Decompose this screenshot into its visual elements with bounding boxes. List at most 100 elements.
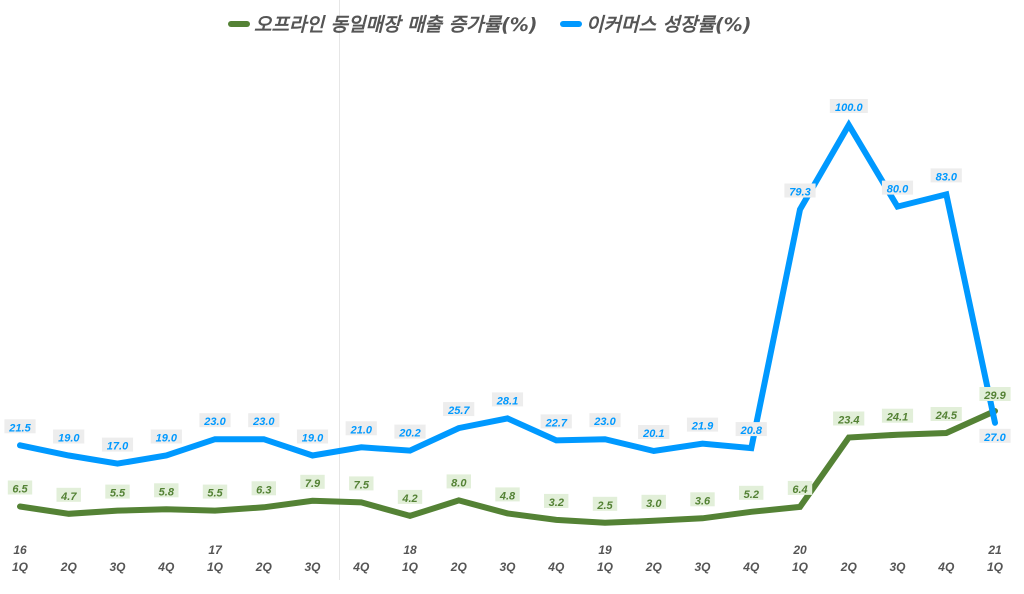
svg-text:5.5: 5.5 — [207, 488, 223, 500]
svg-text:23.0: 23.0 — [203, 416, 226, 428]
x-year-label: 20 — [792, 543, 807, 557]
series-line-offline — [17, 408, 998, 526]
svg-text:7.9: 7.9 — [305, 478, 321, 490]
svg-text:83.0: 83.0 — [936, 171, 958, 183]
data-label-ecommerce: 28.1 — [491, 392, 524, 407]
data-label-ecommerce: 79.3 — [784, 183, 816, 199]
x-tick-label: 2Q — [840, 560, 858, 574]
x-tick-label: 3Q — [889, 560, 906, 574]
svg-text:20.1: 20.1 — [642, 428, 664, 440]
svg-text:28.1: 28.1 — [496, 395, 518, 407]
x-tick-label: 3Q — [304, 560, 321, 574]
data-label-offline: 3.2 — [544, 493, 569, 509]
svg-text:8.0: 8.0 — [451, 477, 467, 489]
svg-text:25.7: 25.7 — [447, 405, 470, 417]
data-label-offline: 4.2 — [397, 489, 423, 505]
data-label-offline: 3.0 — [641, 494, 666, 510]
data-label-ecommerce: 20.2 — [394, 424, 426, 440]
vertical-separator-line — [339, 0, 340, 580]
chart-legend: 오프라인 동일매장 매출 증가률(%) 이커머스 성장률(%) — [0, 10, 1024, 40]
svg-text:29.9: 29.9 — [983, 390, 1006, 402]
svg-text:19.0: 19.0 — [156, 433, 178, 445]
data-label-ecommerce: 21.0 — [345, 421, 377, 436]
x-axis: 1Q 16 2Q 3Q 4Q 1Q 17 2Q 3Q 4Q 1Q 18 2Q 3Q 4Q 1Q 19 2Q 3Q 4Q… — [12, 543, 1004, 574]
svg-text:23.0: 23.0 — [252, 416, 275, 428]
data-label-offline: 3.6 — [690, 492, 715, 507]
data-label-offline: 8.0 — [446, 474, 471, 489]
x-year-label: 17 — [208, 543, 223, 557]
x-year-label: 21 — [987, 543, 1002, 557]
svg-text:20.8: 20.8 — [740, 425, 763, 437]
svg-text:4.2: 4.2 — [401, 493, 417, 505]
x-year-label: 16 — [13, 543, 27, 557]
svg-text:5.5: 5.5 — [110, 488, 126, 500]
legend-swatch-offline-icon — [228, 20, 250, 27]
data-label-ecommerce: 80.0 — [881, 180, 914, 196]
x-tick-label: 2Q — [450, 560, 468, 574]
svg-text:4.8: 4.8 — [499, 490, 516, 502]
series-line-ecommerce — [17, 119, 998, 467]
data-label-ecommerce: 20.1 — [638, 425, 670, 440]
svg-text:20.2: 20.2 — [398, 428, 420, 440]
svg-text:3.6: 3.6 — [695, 495, 711, 507]
data-label-offline: 5.5 — [105, 484, 130, 500]
data-label-ecommerce: 23.0 — [589, 413, 621, 428]
x-tick-label: 1Q — [207, 560, 224, 574]
svg-text:100.0: 100.0 — [835, 102, 863, 114]
data-label-offline: 29.9 — [979, 387, 1011, 402]
x-tick-label: 2Q — [645, 560, 663, 574]
data-label-offline: 7.9 — [300, 474, 325, 490]
data-label-ecommerce: 19.0 — [53, 429, 85, 445]
data-label-offline: 23.4 — [833, 411, 865, 427]
data-label-offline: 6.4 — [787, 480, 813, 496]
data-label-offline: 5.2 — [739, 485, 764, 501]
x-tick-label: 3Q — [499, 560, 516, 574]
series-lines — [17, 119, 998, 526]
data-label-ecommerce: 27.0 — [979, 428, 1011, 444]
x-tick-label: 1Q — [792, 560, 809, 574]
data-label-ecommerce: 25.7 — [443, 402, 475, 417]
x-tick-label: 1Q — [987, 560, 1004, 574]
legend-item-offline: 오프라인 동일매장 매출 증가률(%) — [228, 10, 538, 37]
x-tick-label: 4Q — [352, 560, 370, 574]
svg-text:5.8: 5.8 — [159, 486, 175, 498]
data-label-ecommerce: 21.5 — [4, 419, 36, 434]
data-label-ecommerce: 22.7 — [540, 414, 572, 429]
data-label-offline: 6.5 — [7, 480, 33, 496]
data-label-offline: 5.5 — [202, 484, 228, 500]
x-tick-label: 1Q — [12, 560, 29, 574]
x-year-label: 19 — [598, 543, 612, 557]
svg-text:5.2: 5.2 — [744, 489, 759, 501]
x-tick-label: 4Q — [157, 560, 175, 574]
x-year-label: 18 — [403, 543, 417, 557]
svg-text:21.5: 21.5 — [8, 422, 31, 434]
data-label-ecommerce: 100.0 — [829, 99, 868, 114]
svg-text:24.5: 24.5 — [935, 410, 958, 422]
svg-text:19.0: 19.0 — [58, 433, 80, 445]
svg-text:6.4: 6.4 — [792, 484, 807, 496]
data-label-offline: 24.5 — [930, 407, 962, 422]
svg-text:79.3: 79.3 — [789, 187, 810, 199]
data-label-ecommerce: 83.0 — [930, 168, 962, 183]
data-label-offline: 24.1 — [881, 408, 914, 424]
data-label-ecommerce: 21.9 — [686, 417, 719, 433]
x-tick-label: 1Q — [597, 560, 614, 574]
data-label-offline: 4.8 — [495, 487, 520, 502]
x-tick-label: 2Q — [255, 560, 273, 574]
legend-label-offline: 오프라인 동일매장 매출 증가률(%) — [254, 14, 538, 36]
data-label-ecommerce: 17.0 — [101, 437, 134, 453]
x-tick-label: 3Q — [694, 560, 711, 574]
data-label-offline: 4.7 — [56, 487, 81, 503]
svg-text:21.0: 21.0 — [350, 424, 373, 436]
svg-text:21.9: 21.9 — [691, 421, 714, 433]
svg-text:3.2: 3.2 — [549, 497, 564, 509]
data-label-offline: 6.3 — [251, 481, 276, 496]
x-tick-label: 4Q — [742, 560, 760, 574]
svg-text:80.0: 80.0 — [887, 184, 909, 196]
svg-text:24.1: 24.1 — [886, 412, 908, 424]
svg-text:17.0: 17.0 — [107, 441, 129, 453]
svg-text:3.0: 3.0 — [646, 498, 662, 510]
data-label-ecommerce: 19.0 — [150, 429, 182, 445]
svg-text:23.0: 23.0 — [593, 416, 616, 428]
